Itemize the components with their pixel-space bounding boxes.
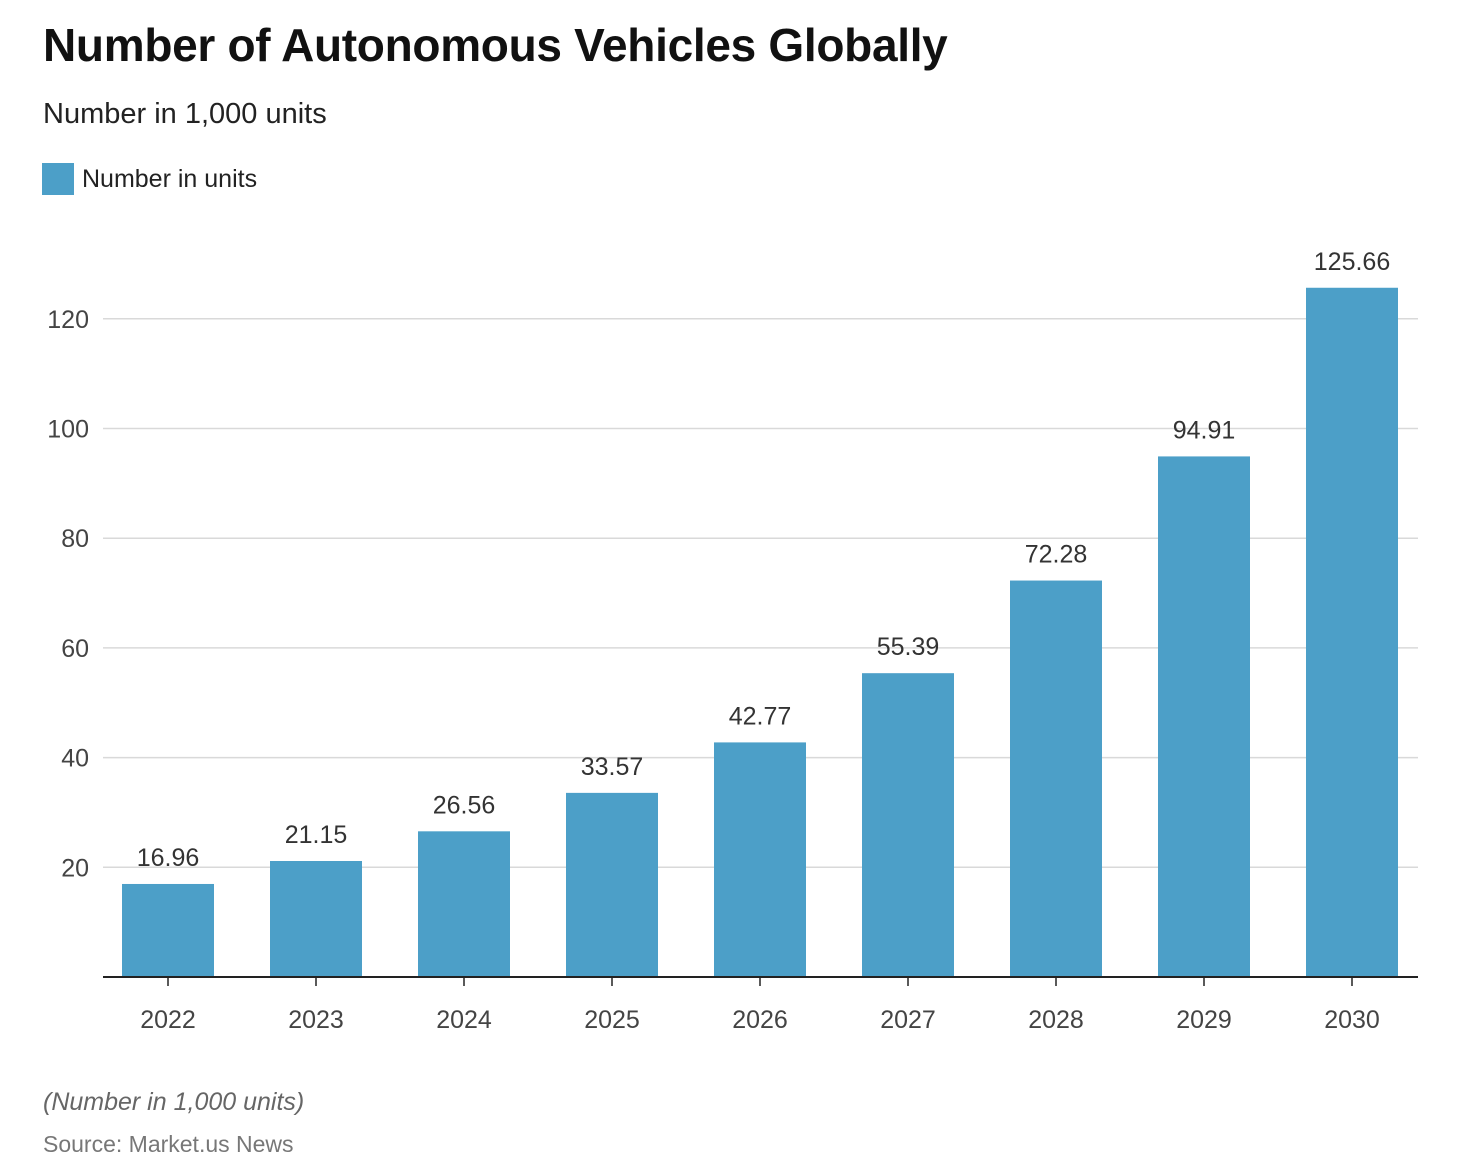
footnote: (Number in 1,000 units) — [43, 1088, 305, 1116]
bar-chart: 20 40 60 80 100 120 16.96 21.15 26.56 33.57 42.77… — [47, 248, 1418, 1034]
bar-2023 — [270, 860, 362, 977]
x-tick-label-2023: 2023 — [288, 1006, 344, 1034]
bar-2024 — [418, 831, 510, 977]
data-label-2025: 33.57 — [581, 753, 644, 781]
x-tick-label-2025: 2025 — [584, 1006, 640, 1034]
data-label-2022: 16.96 — [137, 844, 200, 872]
data-label-2024: 26.56 — [433, 791, 496, 819]
source-credit: Source: Market.us News — [43, 1131, 294, 1157]
bar-2030 — [1306, 287, 1398, 978]
legend-label: Number in units — [82, 164, 258, 193]
chart-subtitle: Number in 1,000 units — [43, 98, 327, 130]
bar-2027 — [862, 673, 954, 977]
data-label-2023: 21.15 — [285, 821, 348, 849]
legend: Number in units — [42, 163, 257, 195]
y-tick-label: 120 — [47, 306, 89, 334]
bar-2025 — [566, 792, 658, 977]
x-tick-label-2022: 2022 — [140, 1006, 196, 1034]
y-tick-label: 60 — [61, 635, 89, 663]
data-label-2027: 55.39 — [877, 633, 940, 661]
x-tick-label-2026: 2026 — [732, 1006, 788, 1034]
data-labels: 16.96 21.15 26.56 33.57 42.77 55.39 72.28 94.91… — [137, 248, 1391, 872]
x-tick-label-2029: 2029 — [1176, 1006, 1232, 1034]
data-label-2026: 42.77 — [729, 702, 792, 730]
y-tick-label: 40 — [61, 745, 89, 773]
x-axis: 2022 2023 2024 2025 2026 2027 2028 2029 2030 — [103, 976, 1418, 1034]
data-label-2028: 72.28 — [1025, 541, 1088, 569]
data-label-2030: 125.66 — [1314, 248, 1390, 276]
legend-swatch — [42, 163, 74, 195]
x-tick-label-2024: 2024 — [436, 1006, 492, 1034]
bars — [122, 287, 1398, 978]
x-tick-label-2028: 2028 — [1028, 1006, 1084, 1034]
bar-2029 — [1158, 456, 1250, 977]
bar-2028 — [1010, 580, 1102, 977]
x-tick-label-2027: 2027 — [880, 1006, 936, 1034]
chart-title: Number of Autonomous Vehicles Globally — [43, 19, 948, 71]
x-tick-label-2030: 2030 — [1324, 1006, 1380, 1034]
y-tick-label: 20 — [61, 854, 89, 882]
bar-2022 — [122, 883, 214, 977]
data-label-2029: 94.91 — [1173, 416, 1236, 444]
y-tick-label: 80 — [61, 525, 89, 553]
bar-2026 — [714, 742, 806, 977]
y-tick-label: 100 — [47, 416, 89, 444]
